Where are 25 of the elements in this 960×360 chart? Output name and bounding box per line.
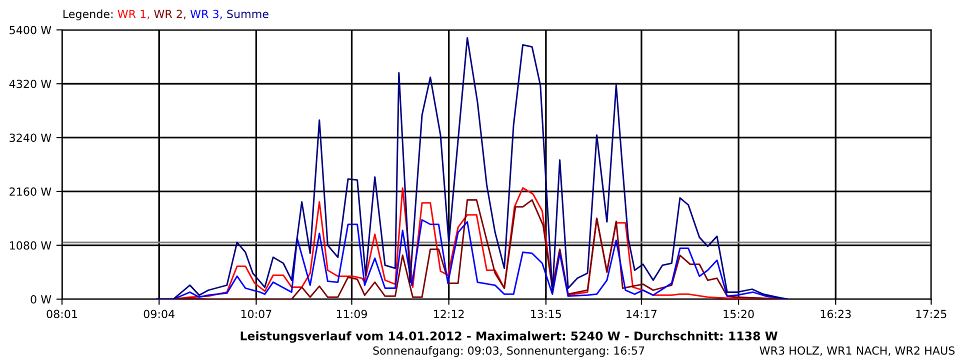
x-tick-label: 10:07: [241, 310, 272, 318]
text: WR 2,: [154, 10, 186, 20]
legend-title: Legende:: [63, 10, 112, 20]
text: WR 1,: [118, 10, 150, 20]
x-tick-label: 11:09: [336, 310, 367, 318]
y-tick-label: 3240 W: [10, 134, 52, 142]
y-tick-label: 4320 W: [9, 80, 52, 88]
x-tick-label: 15:20: [724, 310, 754, 318]
x-tick-label: 14:17: [626, 310, 657, 318]
x-tick-label: 12:12: [434, 310, 464, 318]
x-tick-label: 13:15: [531, 310, 561, 318]
text: Leistungsverlauf vom 14.01.2012 - Maximalwert: 5240 W - Durchschnitt: 1138 W: [240, 331, 778, 343]
x-tick-label: 08:01: [46, 310, 77, 318]
text: Sonnenaufgang: 09:03, Sonnenuntergang: 16:57: [373, 346, 644, 357]
x-tick-label: 17:25: [916, 310, 946, 318]
x-tick-label: 16:23: [820, 310, 851, 318]
y-tick-label: 1080 W: [10, 241, 52, 250]
text: Summe: [227, 10, 268, 18]
y-tick-label: 2160 W: [10, 187, 52, 196]
y-tick-label: 5400 W: [10, 26, 52, 34]
line-series: [156, 37, 788, 300]
text: WR 3,: [190, 10, 222, 20]
text: WR3 HOLZ, WR1 NACH, WR2 HAUS: [760, 346, 955, 356]
x-tick-label: 09:04: [144, 310, 174, 318]
y-tick-label: 0 W: [30, 295, 52, 304]
